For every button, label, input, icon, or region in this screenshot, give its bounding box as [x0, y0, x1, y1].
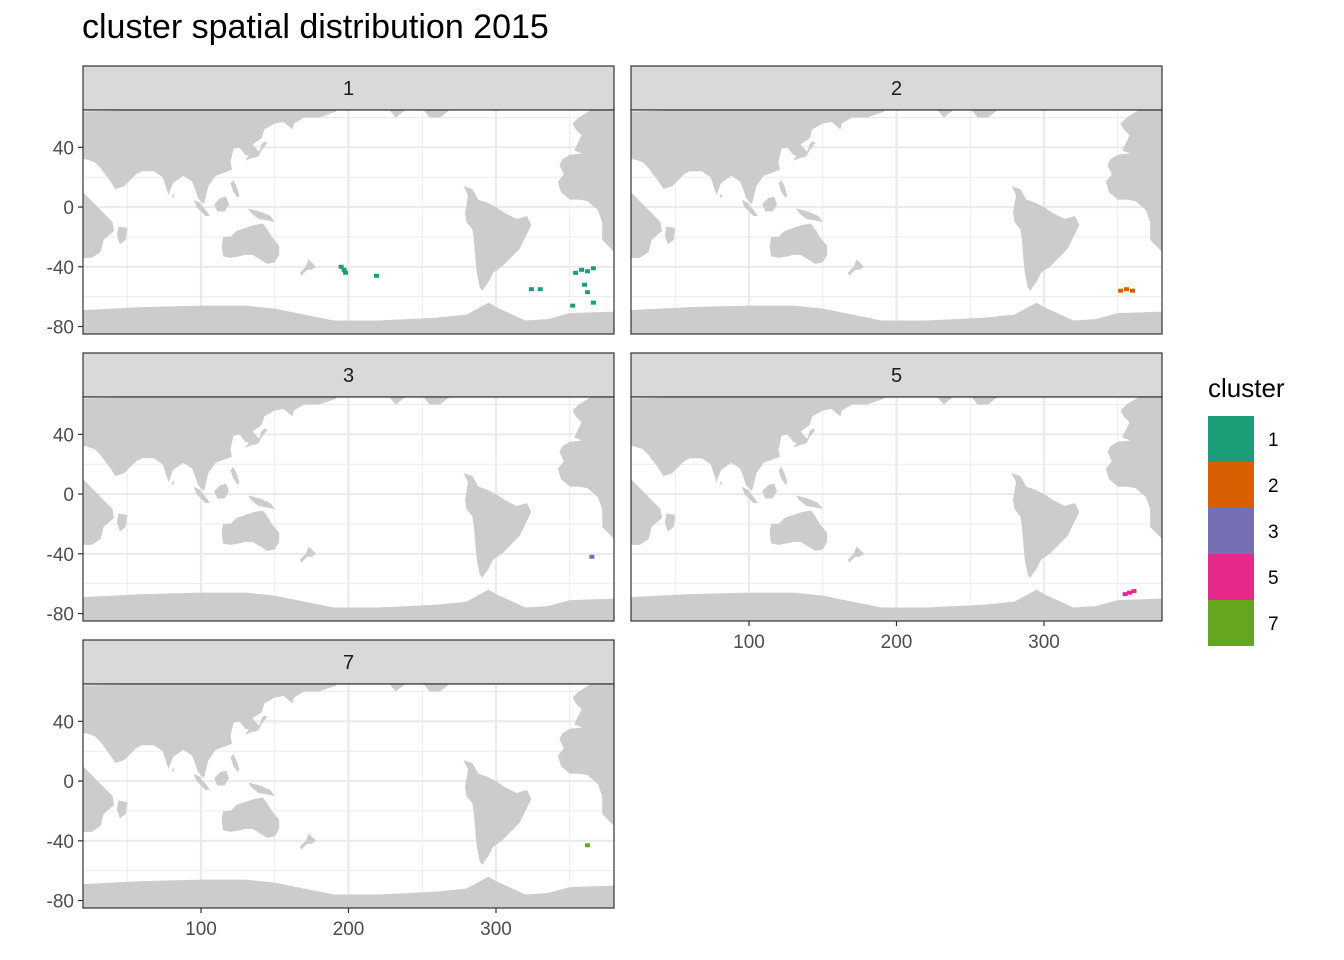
legend-key [1208, 600, 1254, 646]
legend-label: 7 [1268, 614, 1279, 635]
legend-label: 5 [1268, 568, 1279, 589]
x-tick-label: 200 [333, 919, 365, 940]
legend-key [1208, 554, 1254, 600]
x-tick-label: 300 [1028, 632, 1060, 653]
facet-strip [82, 639, 615, 685]
facet-strip-label: 7 [343, 652, 354, 674]
facet-strip-label: 1 [343, 78, 354, 100]
facet-panel: 5 100 200 300 [630, 352, 1163, 653]
cluster-cell [1122, 592, 1128, 597]
cluster-cell [584, 290, 590, 295]
facet-strip [82, 65, 615, 111]
legend-key [1208, 462, 1254, 508]
legend-title: cluster [1208, 373, 1285, 403]
x-tick-label: 200 [881, 632, 913, 653]
facet-strip-label: 5 [891, 365, 902, 387]
cluster-cell [1127, 590, 1133, 595]
cluster-cell [1131, 589, 1137, 594]
cluster-cell [582, 282, 587, 287]
y-tick-label: 0 [63, 485, 74, 506]
x-tick-label: 100 [185, 919, 217, 940]
y-tick-label: -80 [47, 605, 74, 626]
cluster-cell [584, 269, 590, 274]
facet-panel: 7 40 0 -40 -80 100 200 300 [47, 639, 615, 940]
x-tick-label: 300 [480, 919, 512, 940]
legend-label: 3 [1268, 522, 1279, 543]
y-tick-label: 0 [63, 198, 74, 219]
cluster-cell [584, 843, 590, 848]
y-tick-label: -80 [47, 892, 74, 913]
y-tick-label: 0 [63, 772, 74, 793]
cluster-cell [341, 267, 347, 272]
cluster-cell [590, 300, 596, 305]
y-tick-label: -40 [47, 258, 74, 279]
facet-strip [630, 352, 1163, 398]
panel-border [630, 109, 1163, 335]
legend-key [1208, 416, 1254, 462]
cluster-cell [338, 264, 344, 269]
facet-strip-label: 3 [343, 365, 354, 387]
cluster-cell [1130, 288, 1135, 293]
y-tick-label: -80 [47, 318, 74, 339]
facet-strip [82, 352, 615, 398]
cluster-cell [589, 554, 595, 559]
y-tick-label: -40 [47, 545, 74, 566]
cluster-cell [528, 287, 534, 292]
cluster-cell [1124, 287, 1130, 292]
cluster-cell [1118, 288, 1124, 293]
cluster-cell [579, 267, 585, 272]
plot-title: cluster spatial distribution 2015 [82, 8, 549, 46]
cluster-cell [374, 273, 380, 278]
cluster-cell [590, 266, 596, 271]
cluster-cell [570, 303, 576, 308]
facet-panel: 1 40 0 -40 -80 [47, 65, 615, 339]
facet-panels: 1 40 0 -40 -80 2 3 40 0 -40 -80 5 100 200 300 7 40 0 -40 -8… [47, 65, 1163, 940]
legend-key [1208, 508, 1254, 554]
facet-strip [630, 65, 1163, 111]
x-tick-label: 100 [733, 632, 765, 653]
y-tick-label: 40 [53, 425, 74, 446]
y-tick-label: -40 [47, 832, 74, 853]
cluster-cell [343, 270, 349, 275]
panel-border [82, 396, 615, 622]
legend-label: 1 [1268, 430, 1279, 451]
y-tick-label: 40 [53, 138, 74, 159]
legend-label: 2 [1268, 476, 1279, 497]
y-tick-label: 40 [53, 712, 74, 733]
legend: cluster 1 2 3 5 7 [1208, 373, 1285, 646]
cluster-cell [537, 287, 543, 292]
facet-panel: 3 40 0 -40 -80 [47, 352, 615, 626]
facet-panel: 2 [630, 65, 1163, 335]
facet-strip-label: 2 [891, 78, 902, 100]
panel-border [82, 109, 615, 335]
cluster-cell [573, 270, 579, 275]
